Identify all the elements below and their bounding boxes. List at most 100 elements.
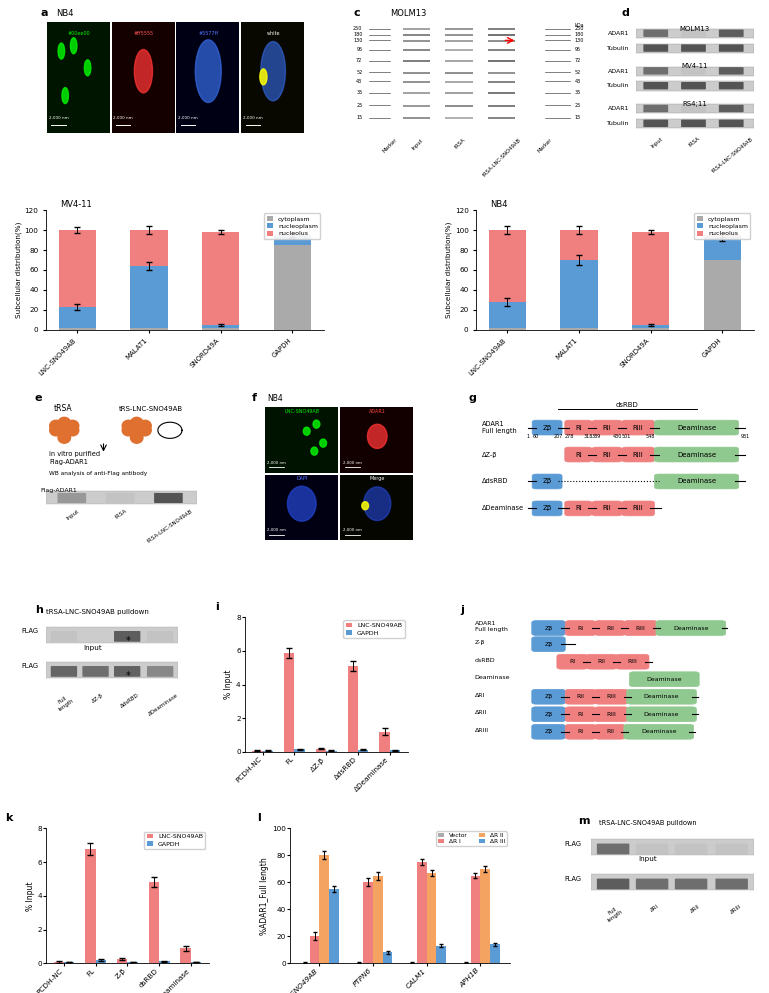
Legend: LNC-SNO49AB, GAPDH: LNC-SNO49AB, GAPDH [145, 831, 205, 849]
Ellipse shape [311, 447, 318, 455]
Circle shape [131, 425, 143, 436]
Bar [295, 750, 305, 752]
FancyBboxPatch shape [719, 119, 744, 127]
Bar [445, 34, 473, 36]
Text: tRSA-LNC-SNO49AB pulldown: tRSA-LNC-SNO49AB pulldown [599, 820, 697, 826]
Bar [591, 874, 754, 891]
Text: Z-β: Z-β [474, 640, 485, 645]
Bar [202, 328, 239, 330]
Bar [403, 105, 431, 107]
FancyBboxPatch shape [597, 879, 629, 890]
Text: RIII: RIII [607, 694, 616, 699]
Y-axis label: % Input: % Input [25, 881, 35, 911]
Text: 389: 389 [591, 434, 601, 439]
Text: RIII: RIII [633, 452, 644, 458]
Ellipse shape [135, 50, 152, 92]
Text: NB4: NB4 [267, 394, 283, 403]
FancyBboxPatch shape [681, 82, 706, 89]
FancyBboxPatch shape [532, 420, 562, 435]
FancyBboxPatch shape [681, 68, 706, 74]
FancyBboxPatch shape [615, 654, 649, 669]
Bar [383, 952, 392, 963]
Bar [403, 34, 431, 36]
FancyBboxPatch shape [106, 493, 135, 503]
Text: Input: Input [638, 856, 657, 862]
Text: Merge: Merge [370, 476, 385, 482]
Bar [148, 883, 159, 963]
Text: RIII: RIII [633, 505, 644, 511]
Bar [445, 71, 473, 73]
Text: white: white [266, 31, 280, 37]
Bar [636, 67, 754, 75]
Bar [159, 961, 169, 963]
Bar [390, 751, 400, 752]
Bar [488, 92, 515, 94]
FancyBboxPatch shape [715, 879, 748, 890]
Text: 60: 60 [533, 434, 539, 439]
FancyBboxPatch shape [644, 82, 668, 89]
Text: ΔdsRBD: ΔdsRBD [482, 479, 508, 485]
Text: Tubulin: Tubulin [608, 83, 630, 88]
Text: Zβ: Zβ [542, 479, 551, 485]
Text: Flag-ADAR1: Flag-ADAR1 [40, 489, 77, 494]
Ellipse shape [320, 439, 327, 447]
Text: dsRBD: dsRBD [616, 402, 638, 408]
Bar [310, 936, 319, 963]
Bar [202, 232, 239, 325]
Bar [265, 475, 338, 540]
Text: ΔRIII: ΔRIII [474, 728, 488, 733]
Text: Deaminase: Deaminase [677, 452, 716, 458]
Text: MOLM13: MOLM13 [680, 26, 710, 32]
Text: ΔZ-β: ΔZ-β [482, 452, 498, 458]
Text: RI: RI [578, 626, 584, 631]
Text: 25: 25 [356, 103, 362, 108]
Text: Deaminase: Deaminase [644, 694, 679, 699]
Bar [265, 407, 338, 473]
FancyBboxPatch shape [644, 45, 668, 52]
Text: Deaminase: Deaminase [644, 712, 679, 717]
Bar [445, 29, 473, 31]
Text: ΔRI: ΔRI [649, 904, 660, 914]
Bar [488, 40, 515, 42]
Bar [488, 34, 515, 36]
Bar [64, 962, 75, 963]
Text: 15: 15 [356, 115, 362, 120]
Ellipse shape [361, 501, 368, 509]
Text: dsRBD: dsRBD [474, 658, 495, 663]
Text: tRSA: tRSA [454, 137, 466, 150]
FancyBboxPatch shape [644, 119, 668, 127]
Text: m: m [578, 816, 590, 826]
Ellipse shape [85, 60, 91, 75]
Text: RI: RI [578, 712, 584, 717]
Text: RII: RII [603, 505, 611, 511]
FancyBboxPatch shape [644, 105, 668, 112]
FancyBboxPatch shape [719, 82, 744, 89]
Text: NB4: NB4 [56, 9, 74, 18]
Text: 2,000 nm: 2,000 nm [178, 116, 198, 120]
Text: ΔDeaminase: ΔDeaminase [482, 505, 524, 511]
Text: 207: 207 [553, 434, 563, 439]
Bar [403, 29, 431, 31]
Text: FLAG: FLAG [564, 841, 581, 847]
Text: 72: 72 [356, 59, 362, 64]
FancyBboxPatch shape [532, 637, 565, 651]
FancyBboxPatch shape [51, 631, 77, 641]
Text: ΔDeaminase: ΔDeaminase [148, 693, 179, 717]
Text: Zβ: Zβ [544, 694, 553, 699]
Circle shape [131, 417, 143, 428]
Bar [403, 80, 431, 82]
Text: 318: 318 [583, 434, 593, 439]
Bar [284, 652, 295, 752]
Text: #5577ff: #5577ff [198, 31, 218, 37]
Legend: cytoplasm, nucleoplasm, nucleolus: cytoplasm, nucleoplasm, nucleolus [265, 213, 321, 239]
FancyBboxPatch shape [154, 493, 183, 503]
FancyBboxPatch shape [681, 105, 706, 112]
Bar [131, 328, 168, 330]
Y-axis label: Subcellular distribution(%): Subcellular distribution(%) [445, 221, 452, 318]
Legend: LNC-SNO49AB, GAPDH: LNC-SNO49AB, GAPDH [343, 621, 404, 638]
FancyBboxPatch shape [681, 45, 706, 52]
Text: tRSA-LNC-SNO49AB: tRSA-LNC-SNO49AB [482, 137, 523, 178]
Text: Marker: Marker [381, 137, 398, 154]
Bar [704, 235, 741, 237]
Text: Tubulin: Tubulin [608, 46, 630, 51]
